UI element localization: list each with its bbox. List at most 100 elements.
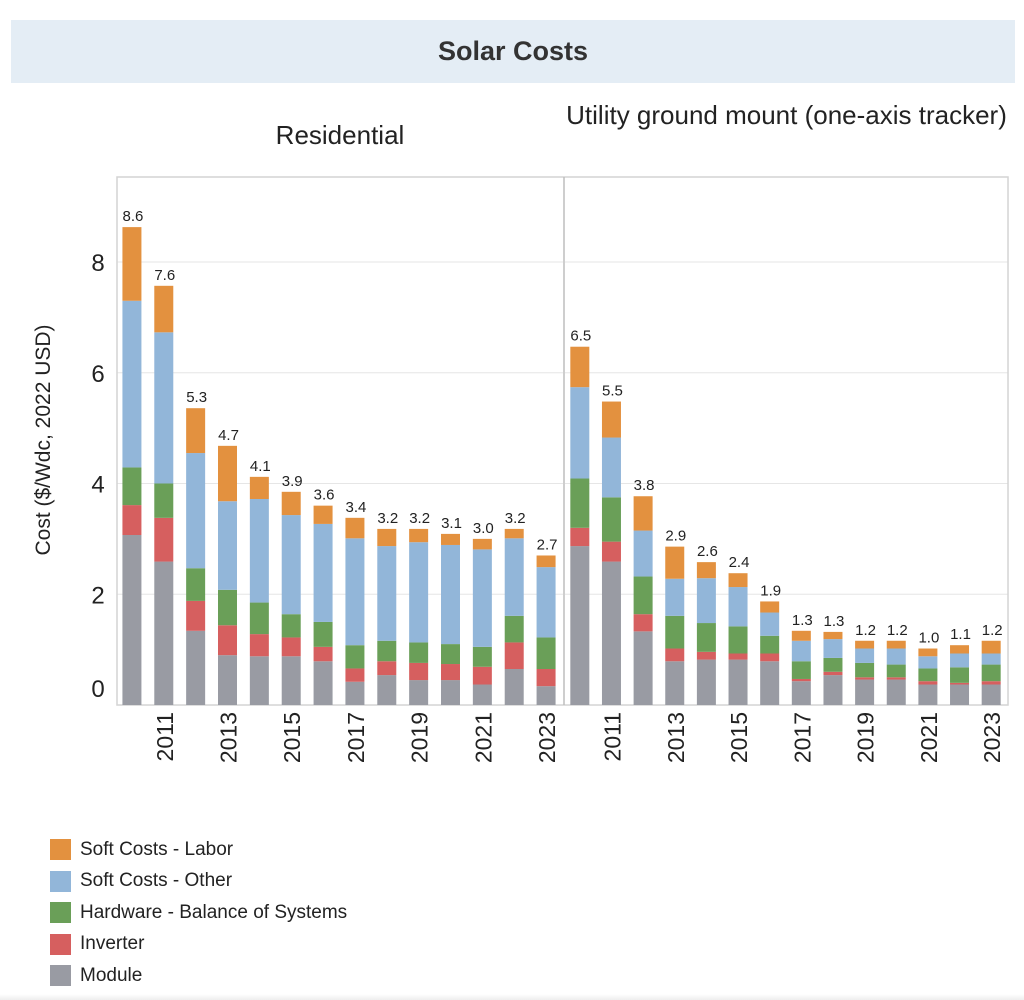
total-label: 8.6 [122, 208, 143, 225]
panel-title-residential: Residential [275, 120, 405, 150]
x-tick-label: 2013 [663, 712, 689, 763]
bar-segment-soft-costs-other [886, 648, 906, 665]
x-tick-label: 2021 [916, 712, 942, 763]
bar-segment-inverter [823, 671, 843, 676]
bar-segment-soft-costs-labor [918, 648, 938, 657]
total-label: 3.2 [377, 510, 398, 527]
bar-segment-soft-costs-other [345, 538, 365, 646]
x-tick-label: 2019 [407, 712, 433, 763]
bar-segment-hardware-balance-of-systems [728, 626, 748, 654]
y-tick-label: 4 [91, 472, 104, 499]
legend-label: Module [80, 964, 143, 986]
bar-segment-soft-costs-other [504, 538, 524, 616]
total-label: 3.4 [345, 499, 366, 516]
bar-segment-soft-costs-other [313, 523, 333, 622]
bar-segment-hardware-balance-of-systems [154, 483, 174, 518]
bar-segment-hardware-balance-of-systems [823, 657, 843, 672]
bar-segment-soft-costs-other [791, 640, 811, 662]
legend-label: Hardware - Balance of Systems [80, 901, 348, 923]
bar-segment-module [981, 684, 1001, 705]
bar-segment-hardware-balance-of-systems [441, 644, 460, 665]
bottom-fade [0, 994, 1024, 1000]
bar-segment-soft-costs-labor [504, 528, 524, 539]
y-tick-label: 6 [91, 361, 104, 388]
total-label: 2.4 [729, 554, 750, 571]
bar-segment-inverter [950, 682, 970, 685]
bar-segment-soft-costs-other [728, 587, 748, 627]
bar-segment-soft-costs-other [472, 549, 492, 647]
bar-segment-soft-costs-labor [633, 496, 653, 531]
bar-segment-hardware-balance-of-systems [633, 576, 653, 615]
bar-segment-soft-costs-other [760, 612, 780, 636]
x-tick-label: 2015 [726, 712, 752, 763]
bar-segment-hardware-balance-of-systems [696, 623, 716, 652]
bar-segment-inverter [218, 625, 237, 656]
bar-segment-soft-costs-other [409, 542, 429, 643]
bar-segment-soft-costs-labor [536, 555, 556, 568]
bar-segment-hardware-balance-of-systems [950, 667, 970, 683]
total-label: 2.7 [537, 536, 558, 553]
bar-segment-hardware-balance-of-systems [472, 646, 492, 667]
bar-segment-soft-costs-other [570, 387, 590, 479]
x-tick-label: 2023 [979, 712, 1005, 763]
bar-segment-soft-costs-other [601, 437, 621, 498]
bar-segment-soft-costs-labor [472, 538, 492, 550]
x-tick-label: 2011 [599, 712, 625, 761]
bar-segment-module [728, 659, 748, 705]
legend-item[interactable]: Soft Costs - Other [50, 866, 347, 898]
bar-segment-module [377, 675, 397, 705]
bar-segment-soft-costs-labor [249, 476, 269, 500]
total-label: 1.3 [824, 613, 845, 630]
legend-item[interactable]: Module [50, 960, 347, 992]
total-label: 1.3 [792, 612, 813, 629]
bar-segment-module [218, 655, 237, 705]
total-label: 3.9 [282, 473, 303, 490]
bar-segment-hardware-balance-of-systems [409, 642, 429, 663]
total-label: 1.1 [950, 626, 971, 643]
total-label: 1.2 [887, 622, 908, 639]
bar-segment-hardware-balance-of-systems [249, 602, 269, 635]
bar-segment-soft-costs-labor [154, 285, 174, 333]
legend-item[interactable]: Hardware - Balance of Systems [50, 897, 347, 929]
bar-segment-inverter [281, 637, 301, 657]
total-label: 1.2 [855, 622, 876, 639]
total-label: 2.6 [697, 543, 718, 560]
legend-item[interactable]: Inverter [50, 929, 347, 961]
bar-segment-inverter [570, 527, 590, 547]
bar-segment-hardware-balance-of-systems [760, 635, 780, 654]
legend-label: Soft Costs - Other [80, 870, 233, 892]
legend-label: Inverter [80, 933, 145, 955]
bar-segment-inverter [249, 634, 269, 657]
bar-segment-module [504, 669, 524, 705]
bar-segment-soft-costs-other [950, 653, 970, 668]
total-label: 6.5 [570, 328, 591, 345]
bar-segment-module [441, 680, 460, 705]
bar-segment-inverter [504, 642, 524, 670]
bar-segment-inverter [696, 651, 716, 660]
bar-segment-soft-costs-labor [665, 546, 685, 579]
bar-segment-soft-costs-labor [791, 630, 811, 641]
bar-segment-inverter [154, 517, 174, 562]
total-label: 3.6 [314, 487, 335, 504]
total-label: 3.1 [441, 515, 462, 532]
bar-segment-hardware-balance-of-systems [281, 614, 301, 638]
bar-segment-soft-costs-other [281, 515, 301, 615]
bar-segment-soft-costs-labor [377, 528, 397, 547]
total-label: 3.8 [634, 477, 655, 494]
bar-segment-soft-costs-labor [696, 562, 716, 579]
bar-segment-soft-costs-other [218, 501, 237, 590]
legend-item[interactable]: Soft Costs - Labor [50, 834, 347, 866]
bar-segment-inverter [665, 648, 685, 662]
bar-segment-module [186, 630, 206, 705]
bar-segment-module [791, 681, 811, 705]
bar-segment-hardware-balance-of-systems [186, 568, 206, 601]
bar-segment-module [601, 561, 621, 705]
x-tick-label: 2023 [534, 712, 560, 763]
bar-segment-module [409, 680, 429, 705]
bar-segment-soft-costs-other [441, 544, 460, 645]
bar-segment-hardware-balance-of-systems [981, 664, 1001, 682]
chart-area: 0 2 4 6 8 Cost ($/Wdc, 2022 USD) 8.6 7.6 2011 5.3… [32, 176, 1009, 763]
bar-segment-module [249, 656, 269, 705]
bar-segment-module [696, 659, 716, 705]
bar-segment-soft-costs-other [249, 499, 269, 603]
